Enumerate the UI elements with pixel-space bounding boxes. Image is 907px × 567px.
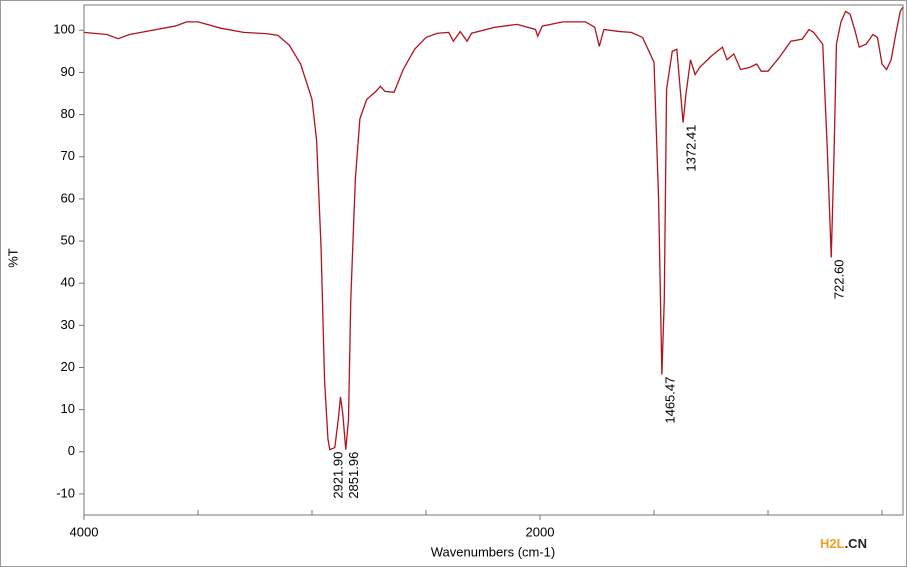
- y-tick-label: 60: [61, 190, 75, 205]
- peak-label: 1372.41: [684, 125, 699, 172]
- x-tick-label: 4000: [70, 524, 99, 539]
- y-tick-label: -10: [56, 485, 75, 500]
- x-axis-label: Wavenumbers (cm-1): [431, 544, 555, 559]
- y-tick-label: 20: [61, 359, 75, 374]
- peak-label: 2851.96: [346, 452, 361, 499]
- watermark-part: .CN: [845, 536, 867, 551]
- plot-frame: [83, 4, 904, 516]
- y-tick-label: 10: [61, 401, 75, 416]
- x-tick-label: 2000: [526, 524, 555, 539]
- y-tick-label: 80: [61, 106, 75, 121]
- peak-label: 722.60: [832, 259, 847, 299]
- y-tick-label: 50: [61, 232, 75, 247]
- watermark: H2L.CN: [820, 536, 867, 551]
- peak-label: 2921.90: [330, 452, 345, 499]
- peak-label: 1465.47: [662, 377, 677, 424]
- y-tick-label: 0: [68, 443, 75, 458]
- y-tick-label: 30: [61, 317, 75, 332]
- y-tick-label: 100: [53, 22, 75, 37]
- y-tick-label: 90: [61, 64, 75, 79]
- y-axis-label: %T: [5, 248, 20, 268]
- watermark-part: H2L: [820, 536, 845, 551]
- y-tick-label: 70: [61, 148, 75, 163]
- y-tick-label: 40: [61, 275, 75, 290]
- spectrum-line: [83, 6, 904, 451]
